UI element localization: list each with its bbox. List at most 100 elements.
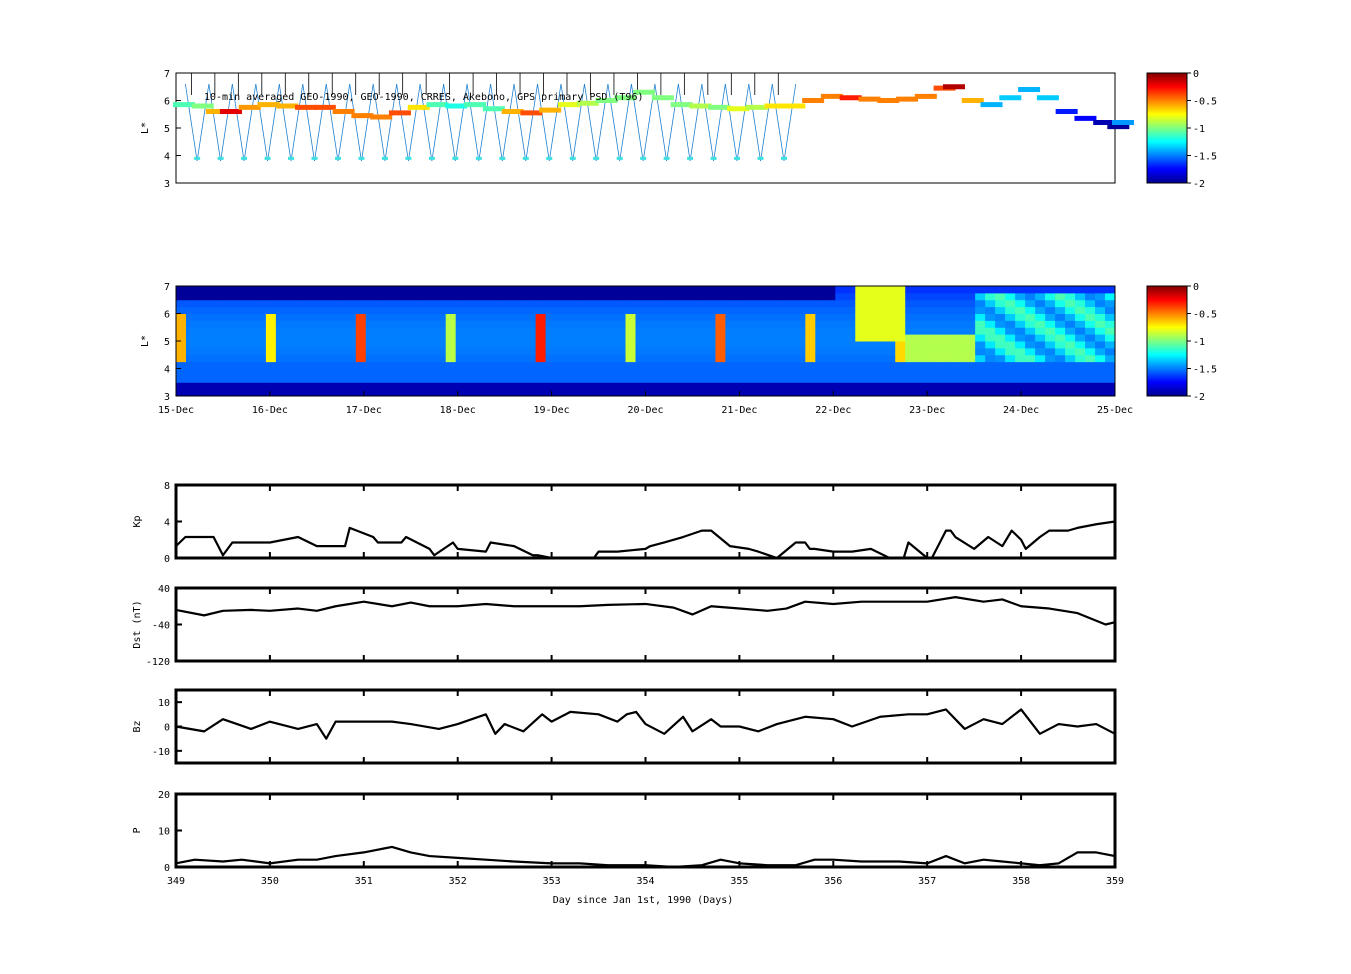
heatmap-cell	[315, 375, 327, 383]
heatmap-cell	[255, 313, 267, 321]
heatmap-cell	[675, 334, 686, 342]
heatmap-cell	[815, 354, 826, 363]
heatmap-cell	[1055, 334, 1066, 342]
heatmap-cell	[185, 347, 197, 356]
heatmap-cell	[375, 354, 387, 363]
orbit-min-point	[522, 156, 529, 160]
heatmap-cell	[265, 354, 277, 363]
heatmap-cell	[675, 286, 686, 294]
heatmap-cell	[725, 382, 736, 390]
heatmap-cell	[465, 334, 477, 342]
heatmap-cell	[405, 286, 417, 294]
heatmap-cell	[665, 286, 676, 294]
heatmap-cell	[245, 299, 257, 308]
heatmap-cell	[675, 306, 686, 314]
heatmap-cell	[315, 320, 327, 328]
heatmap-cell	[935, 299, 946, 308]
heatmap-cell	[615, 341, 627, 349]
heatmap-cell	[475, 306, 487, 314]
heatmap-cell	[975, 354, 986, 363]
heatmap-cell	[395, 341, 407, 349]
heatmap-cell	[275, 306, 287, 314]
heatmap-cell	[195, 368, 207, 376]
orbit-min-point	[546, 156, 553, 160]
heatmap-cell	[1075, 354, 1086, 363]
heatmap-cell	[375, 361, 387, 369]
heatmap-cell	[305, 361, 317, 369]
heatmap-cell	[455, 292, 467, 301]
psd-point	[896, 96, 919, 102]
heatmap-cell	[735, 292, 746, 301]
heatmap-cell	[255, 306, 267, 314]
heatmap-cell	[525, 341, 537, 349]
heatmap-cell	[275, 347, 287, 356]
heatmap-cell	[205, 382, 217, 390]
heatmap-cell	[735, 286, 746, 294]
heatmap-cell	[355, 286, 367, 294]
heatmap-cell	[1005, 361, 1016, 369]
heatmap-cell	[545, 320, 557, 328]
heatmap-cell	[345, 299, 357, 308]
heatmap-cell	[775, 347, 786, 356]
heatmap-cell	[595, 313, 607, 321]
heatmap-cell	[835, 368, 846, 376]
heatmap-cell	[285, 341, 297, 349]
heatmap-cell	[1065, 320, 1076, 328]
heatmap-cell	[735, 306, 746, 314]
heatmap-cell	[745, 334, 756, 342]
heatmap-cell	[1025, 327, 1036, 335]
heatmap-cell	[405, 292, 417, 301]
heatmap-cell	[365, 375, 377, 383]
heatmap-cell	[215, 327, 227, 335]
heatmap-cell	[355, 306, 367, 314]
heatmap-cell	[345, 334, 357, 342]
psd-point	[351, 113, 374, 119]
heatmap-cell	[785, 320, 796, 328]
heatmap-cell	[485, 299, 497, 308]
heatmap-cell	[405, 306, 417, 314]
heatmap-cell	[975, 382, 986, 390]
heatmap-cell	[715, 375, 726, 383]
psd-point	[999, 95, 1022, 101]
heatmap-cell	[445, 354, 457, 363]
heatmap-cell	[585, 347, 597, 356]
heatmap-cell	[285, 299, 297, 308]
heatmap-cell	[565, 341, 577, 349]
heatmap-cell	[475, 382, 487, 390]
heatmap-cell	[875, 327, 886, 335]
heatmap-cell	[845, 341, 856, 349]
heatmap-cell	[475, 313, 487, 321]
heatmap-cell	[415, 292, 427, 301]
heatmap-cell	[1085, 347, 1096, 356]
heatmap-cell	[385, 382, 397, 390]
x-tick-label: 358	[1012, 876, 1030, 887]
heatmap-cell	[665, 320, 676, 328]
heatmap-cell	[325, 286, 337, 294]
psd-point	[464, 102, 487, 108]
heatmap-cell	[975, 361, 986, 369]
heatmap-cell	[345, 389, 357, 397]
orbit-min-point	[452, 156, 459, 160]
heatmap-cell	[695, 375, 706, 383]
heatmap-cell	[445, 286, 457, 294]
heatmap-cell	[545, 354, 557, 363]
heatmap-cell	[255, 292, 267, 301]
heatmap-cell	[655, 334, 666, 342]
heatmap-cell	[255, 361, 267, 369]
heatmap-cell	[275, 354, 287, 363]
heatmap-cell	[415, 306, 427, 314]
heatmap-cell	[795, 313, 806, 321]
heatmap-cell	[685, 368, 696, 376]
heatmap-cell	[475, 368, 487, 376]
heatmap-cell	[315, 286, 327, 294]
heatmap-cell	[975, 299, 986, 308]
heatmap-cell	[635, 320, 646, 328]
heatmap-cell	[445, 341, 457, 349]
heatmap-cell	[655, 341, 666, 349]
heatmap-cell	[605, 292, 617, 301]
orbit-min-point	[428, 156, 435, 160]
heatmap-cell	[535, 347, 547, 356]
heatmap-cell	[565, 334, 577, 342]
x-tick-label: 350	[261, 876, 279, 887]
